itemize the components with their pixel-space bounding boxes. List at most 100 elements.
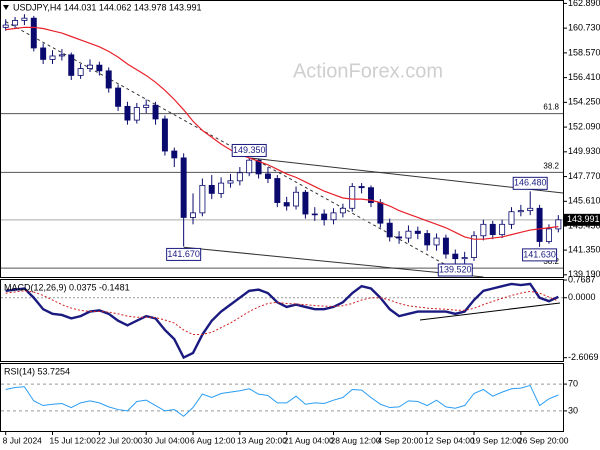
candle-body — [545, 228, 552, 242]
candle-body — [274, 178, 281, 203]
price-annotation: 141.670 — [167, 249, 200, 259]
candle-body — [377, 202, 384, 224]
price-annotation-box — [231, 143, 267, 157]
price-annotation: 141.630 — [523, 249, 556, 259]
candle-body — [358, 186, 365, 189]
candle-body — [499, 223, 506, 236]
candle-body — [330, 212, 337, 221]
candle-body — [405, 230, 412, 239]
macd-header: MACD(12,26,9) 0.0375 -0.1481 — [4, 282, 130, 292]
y-tick-label: 139.190 — [568, 269, 600, 279]
candle-body — [40, 47, 47, 60]
candle-body — [283, 202, 290, 207]
candle-body — [227, 180, 234, 184]
candle-body — [302, 191, 309, 215]
menu-arrow — [3, 5, 9, 10]
candle-body — [218, 182, 225, 194]
candle-body — [264, 173, 271, 179]
price-annotation-box — [166, 247, 202, 261]
candle-body — [236, 172, 243, 182]
price-frame — [0, 0, 564, 278]
candle-body — [133, 107, 140, 121]
candle-body — [480, 223, 487, 237]
x-tick-label: 8 Jul 2024 — [3, 435, 42, 445]
indicator-line — [5, 384, 559, 417]
x-tick-label: 15 Jul 12:00 — [50, 435, 97, 445]
candle-body — [517, 210, 524, 213]
x-tick-label: 6 Aug 12:00 — [190, 435, 236, 445]
candle-body — [96, 64, 103, 72]
candle-body — [124, 105, 131, 121]
candle-body — [152, 104, 159, 120]
candle-body — [527, 207, 534, 211]
candle-body — [424, 233, 431, 246]
candle-body — [246, 159, 253, 174]
macd-trendline — [419, 302, 561, 321]
price-annotation: 149.350 — [233, 145, 266, 155]
y-tick-label: 145.610 — [568, 196, 600, 206]
y-tick-label: 0.7687 — [568, 274, 596, 284]
candle-body — [414, 230, 421, 234]
y-tick-label: 0.0000 — [568, 292, 596, 302]
price-annotation-box — [512, 176, 548, 190]
candle-body — [199, 184, 206, 214]
candle-body — [87, 64, 93, 69]
rsi-header: RSI(14) 53.7254 — [4, 366, 70, 376]
x-tick-label: 13 Aug 20:00 — [237, 435, 287, 445]
x-tick-label: 22 Jul 20:00 — [96, 435, 143, 445]
last-price-label: 143.991 — [567, 214, 600, 224]
y-tick-label: 158.570 — [568, 47, 600, 57]
candle-body — [190, 212, 196, 218]
candle-body — [321, 213, 328, 221]
candle-body — [508, 211, 515, 225]
candle-body — [49, 55, 56, 60]
candle-body — [115, 87, 122, 107]
x-tick-label: 12 Sep 04:00 — [424, 435, 475, 445]
y-tick-label: 30 — [568, 405, 578, 415]
candle-body — [171, 150, 178, 159]
axes: 162.890 160.730 158.570 156.410 154.250 152.0… — [3, 0, 600, 445]
indicator-line — [5, 290, 559, 336]
candle-body — [471, 235, 477, 258]
candle-body — [368, 187, 374, 203]
candle-body — [161, 118, 168, 152]
candle-body — [68, 54, 75, 76]
x-tick-label: 30 Jul 04:00 — [143, 435, 190, 445]
y-tick-label: 152.090 — [568, 121, 600, 131]
price-plot: 61.8 38.2 38.2 — [1, 14, 563, 277]
candle-body — [143, 104, 150, 108]
y-tick-label: 160.730 — [568, 23, 600, 33]
macd-frame — [0, 279, 564, 362]
candle-body — [433, 237, 440, 246]
x-tick-label: 19 Sep 12:00 — [471, 435, 522, 445]
candle-body — [21, 17, 28, 21]
x-tick-label: 21 Aug 04:00 — [284, 435, 334, 445]
fib-level-label: 38.2 — [543, 257, 559, 266]
price-annotation: 146.480 — [514, 178, 547, 188]
candle-body — [349, 186, 356, 209]
candle-body — [452, 253, 459, 260]
x-tick-label: 28 Aug 12:00 — [331, 435, 381, 445]
y-tick-label: 154.250 — [568, 97, 600, 107]
x-tick-label: 26 Sep 20:00 — [518, 435, 569, 445]
candle-body — [396, 236, 403, 239]
candle-body — [180, 157, 187, 218]
candle-body — [461, 257, 468, 260]
x-tick-label: 4 Sep 20:00 — [377, 435, 423, 445]
candle-body — [536, 207, 543, 242]
y-tick-label: -2.6069 — [568, 352, 599, 362]
candle-body — [105, 70, 112, 89]
y-tick-label: 141.350 — [568, 244, 600, 254]
price-annotation-box — [437, 263, 473, 277]
price-annotation: 139.520 — [439, 264, 472, 274]
candle-body — [489, 223, 496, 236]
candle-body — [77, 68, 84, 76]
fib-level-label: 38.2 — [543, 161, 559, 170]
candle-body — [555, 219, 562, 230]
rsi-plot — [1, 383, 563, 417]
candle-body — [12, 20, 19, 26]
y-tick-label: 162.890 — [568, 0, 600, 8]
candle-body — [311, 213, 318, 216]
candle-body — [30, 17, 37, 49]
